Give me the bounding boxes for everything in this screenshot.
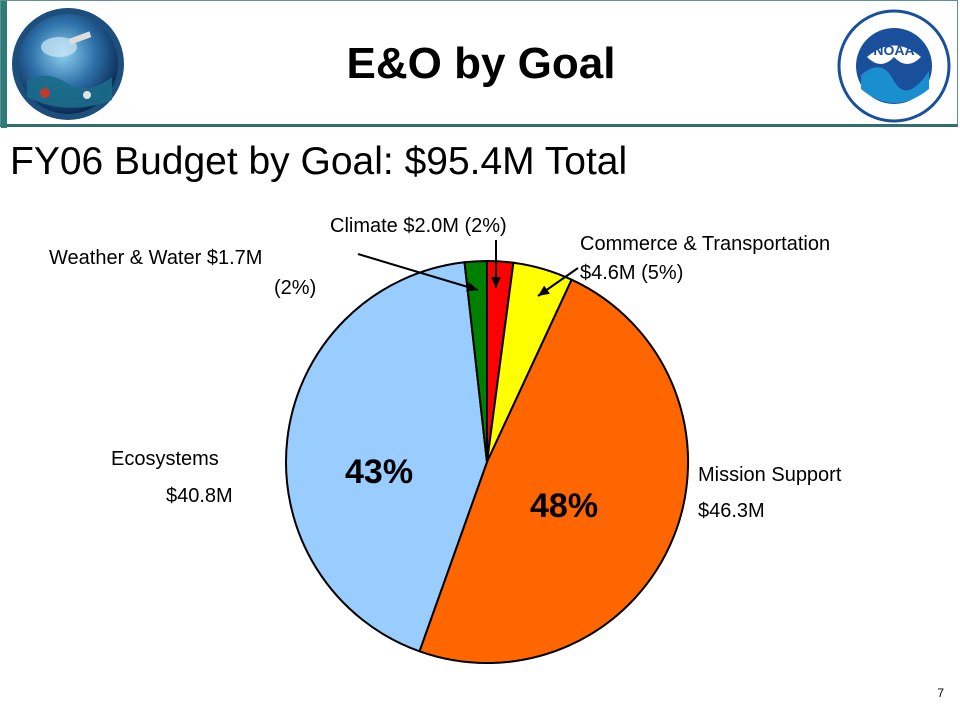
label-ecosystems-name: Ecosystems	[111, 448, 219, 470]
slide-title: FY06 Budget by Goal: $95.4M Total	[10, 140, 628, 183]
header-title: E&O by Goal	[346, 39, 616, 88]
leader-line-weather	[357, 253, 479, 291]
label-weather-name: Weather & Water $1.7M	[49, 247, 263, 269]
percent-ecosystems: 43%	[345, 453, 414, 491]
label-commerce-name: Commerce & Transportation	[580, 233, 831, 255]
label-mission-name: Mission Support	[698, 464, 842, 486]
svg-text:NOAA: NOAA	[873, 42, 914, 58]
leader-arrowhead-weather	[466, 282, 478, 292]
label-mission-value: $46.3M	[698, 500, 765, 522]
pie-slice-weather-water	[463, 259, 488, 463]
page-number: 7	[937, 686, 944, 700]
label-ecosystems-value: $40.8M	[166, 485, 233, 507]
pie-slice-mission-support	[418, 278, 690, 665]
header-accent-bar	[1, 1, 7, 128]
label-weather-value: (2%)	[274, 277, 317, 299]
header-bar: E&O by Goal NOAA	[0, 0, 958, 128]
leader-arrowhead-commerce	[538, 285, 550, 296]
label-commerce-value: $4.6M (5%)	[580, 262, 684, 284]
percent-mission-support: 48%	[530, 487, 599, 525]
label-climate: Climate $2.0M (2%)	[330, 215, 507, 237]
noaa-logo: NOAA	[837, 9, 951, 123]
pie-slice-ecosystems	[284, 261, 489, 653]
satellite-ocean-emblem	[12, 8, 124, 120]
leader-arrowhead-climate	[491, 277, 501, 288]
